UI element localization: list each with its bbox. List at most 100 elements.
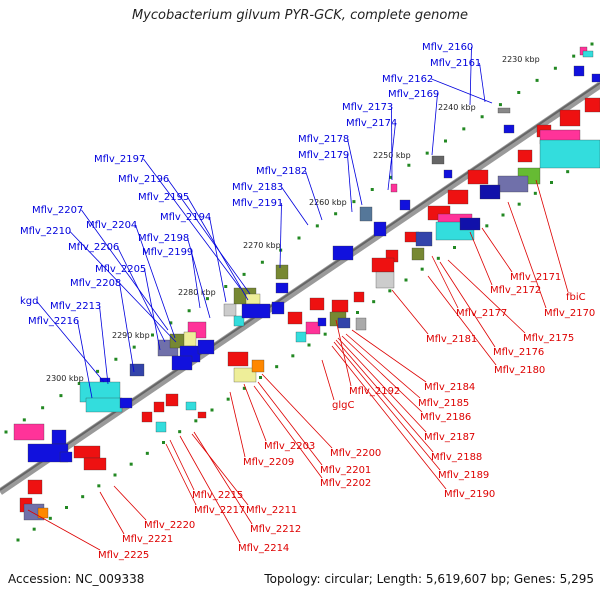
gene-feature <box>85 397 123 413</box>
gene-feature <box>431 155 445 165</box>
gene-feature <box>443 169 453 179</box>
label-callout <box>99 491 125 535</box>
gene-label: Mflv_2195 <box>138 192 189 203</box>
ruler-tick <box>226 397 230 401</box>
ruler-tick <box>370 188 374 191</box>
label-callout <box>165 443 197 506</box>
gene-label: Mflv_2202 <box>320 478 371 489</box>
label-callout <box>243 383 267 442</box>
gene-feature <box>287 311 303 325</box>
gene-label: kgd <box>20 296 39 307</box>
gene-feature <box>227 351 249 367</box>
gene-feature <box>275 264 289 280</box>
label-callout <box>187 196 249 301</box>
label-callout <box>193 431 253 525</box>
gene-feature <box>165 393 179 407</box>
label-callout <box>481 227 513 273</box>
label-callout <box>261 373 333 449</box>
gene-label: fbiC <box>566 292 586 303</box>
ruler-tick-label: 2230 kbp <box>502 55 540 64</box>
label-callout <box>387 122 396 191</box>
gene-features <box>13 46 600 521</box>
ruler-tick <box>566 170 570 174</box>
gene-feature <box>497 175 529 193</box>
gene-label: Mflv_2183 <box>232 182 283 193</box>
gene-feature <box>83 457 107 471</box>
label-callout <box>535 179 569 293</box>
ruler-tick <box>242 272 246 276</box>
ruler-tick <box>16 538 20 542</box>
label-callout <box>167 178 251 295</box>
ruler-tick <box>501 213 505 217</box>
gene-label: Mflv_2161 <box>430 58 481 69</box>
label-callout <box>191 433 249 506</box>
label-callout <box>69 230 177 343</box>
gene-label: Mflv_2198 <box>138 233 189 244</box>
label-callout <box>321 359 335 401</box>
label-callout <box>427 275 497 366</box>
ruler-tick <box>187 309 191 313</box>
label-callout <box>179 435 241 544</box>
label-callout <box>191 251 201 309</box>
gene-feature <box>503 124 515 134</box>
gene-label: Mflv_2217 <box>194 505 245 516</box>
gene-label: Mflv_2174 <box>346 118 397 129</box>
ruler-tick <box>224 285 228 288</box>
gene-feature <box>245 293 261 305</box>
gene-feature <box>467 169 489 185</box>
ruler-tick-label: 2260 kbp <box>309 198 347 207</box>
gene-label: Mflv_2206 <box>68 242 119 253</box>
label-callout <box>391 106 393 181</box>
gene-feature <box>591 73 600 83</box>
gene-feature <box>539 139 600 169</box>
gene-label: Mflv_2210 <box>20 226 71 237</box>
gene-label: Mflv_2176 <box>493 347 544 358</box>
ruler <box>4 42 600 542</box>
gene-feature <box>415 231 433 247</box>
gene-label: Mflv_2201 <box>320 465 371 476</box>
gene-feature <box>447 189 469 205</box>
gene-label: Mflv_2185 <box>418 398 469 409</box>
ruler-tick <box>425 151 429 155</box>
ruler-tick <box>550 181 553 184</box>
gene-feature <box>582 50 594 58</box>
gene-feature <box>355 317 367 331</box>
ruler-tick <box>77 382 81 385</box>
gene-feature <box>197 411 207 419</box>
gene-label: Mflv_2215 <box>192 490 243 501</box>
ruler-tick <box>96 369 100 373</box>
gene-label: Mflv_2205 <box>95 264 146 275</box>
label-callout <box>135 224 176 339</box>
gene-label: Mflv_2192 <box>349 386 400 397</box>
gene-label: Mflv_2177 <box>456 308 507 319</box>
ruler-tick <box>323 332 327 336</box>
ruler-tick <box>151 333 154 337</box>
label-callout <box>331 345 447 490</box>
gene-feature <box>27 479 43 495</box>
gene-feature <box>295 331 307 343</box>
gene-feature <box>331 299 349 313</box>
label-callout <box>431 255 459 309</box>
ruler-tick <box>48 516 52 520</box>
ruler-tick-label: 2240 kbp <box>438 103 476 112</box>
backbone <box>0 82 600 495</box>
ruler-tick <box>32 527 36 531</box>
gene-feature <box>517 149 533 163</box>
gene-feature <box>584 97 600 113</box>
gene-feature <box>13 423 45 441</box>
ruler-tick <box>420 267 424 271</box>
ruler-tick <box>81 495 85 499</box>
ruler-tick <box>404 278 408 282</box>
label-callout <box>469 231 493 286</box>
label-callout <box>431 93 438 156</box>
ruler-tick <box>315 224 319 228</box>
gene-feature <box>479 184 501 200</box>
gene-feature <box>359 206 373 222</box>
gene-label: Mflv_2179 <box>298 150 349 161</box>
label-callout <box>305 170 323 221</box>
gene-label: Mflv_2160 <box>422 42 473 53</box>
ruler-tick-label: 2280 kbp <box>178 288 216 297</box>
label-callout <box>27 509 101 551</box>
gene-feature <box>141 411 153 423</box>
gene-feature <box>171 355 193 371</box>
